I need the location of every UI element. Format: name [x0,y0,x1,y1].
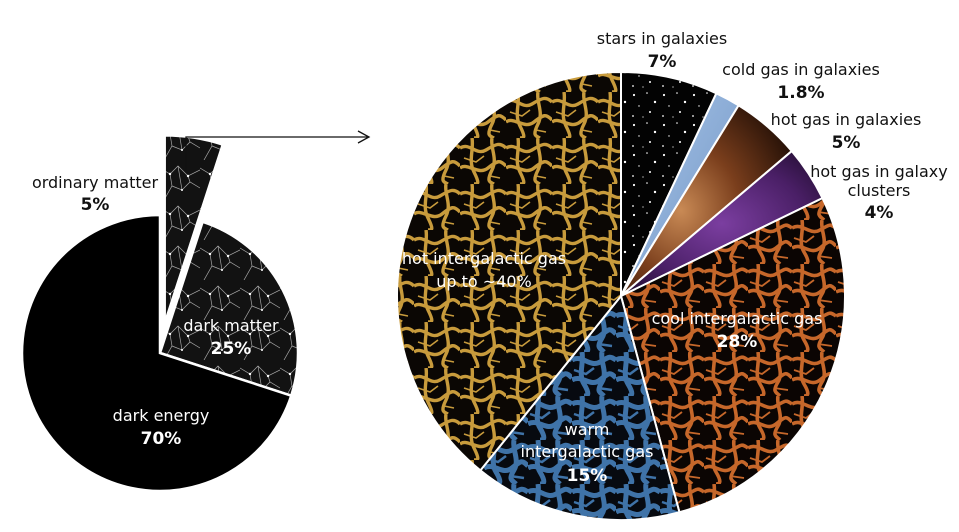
slice-ordinary-matter [163,134,225,324]
label-stars-in-galaxies: stars in galaxies [597,29,727,48]
value-ordinary-matter: 5% [81,195,110,215]
ordinary-matter-pie [396,70,846,521]
slice-hot-intergalactic-gas [396,70,622,472]
value-hot-gas-in-galaxies: 5% [832,133,861,153]
value-dark-matter: 25% [211,339,252,359]
label-hot-gas-in-galaxy-clusters-line2: clusters [848,181,911,200]
value-warm-intergalactic-gas: 15% [567,466,608,486]
label-hot-gas-in-galaxy-clusters-line1: hot gas in galaxy [810,162,948,181]
slice-dark-matter [158,220,300,398]
label-cold-gas-in-galaxies: cold gas in galaxies [722,60,880,79]
label-dark-energy: dark energy [113,406,210,425]
label-hot-gas-in-galaxies: hot gas in galaxies [771,110,922,129]
label-warm-intergalactic-gas-line2: intergalactic gas [521,442,654,461]
label-ordinary-matter: ordinary matter [32,173,159,192]
value-dark-energy: 70% [141,429,182,449]
value-cool-intergalactic-gas: 28% [717,332,758,352]
breakdown-arrow [185,130,371,170]
cosmic-budget-pie [20,134,300,493]
slice-dark-energy [20,213,293,493]
label-hot-intergalactic-gas-line1: hot intergalactic gas [402,249,566,268]
slice-cool-intergalactic-gas [619,196,846,514]
value-hot-gas-in-galaxy-clusters: 4% [865,203,894,223]
value-stars-in-galaxies: 7% [648,52,677,72]
label-cool-intergalactic-gas: cool intergalactic gas [652,309,823,328]
slice-warm-intergalactic-gas [478,293,681,521]
label-dark-matter: dark matter [183,316,279,335]
label-warm-intergalactic-gas-line1: warm [565,420,610,439]
value-cold-gas-in-galaxies: 1.8% [777,83,824,103]
label-hot-intergalactic-gas-line2: up to ~40% [436,272,532,291]
